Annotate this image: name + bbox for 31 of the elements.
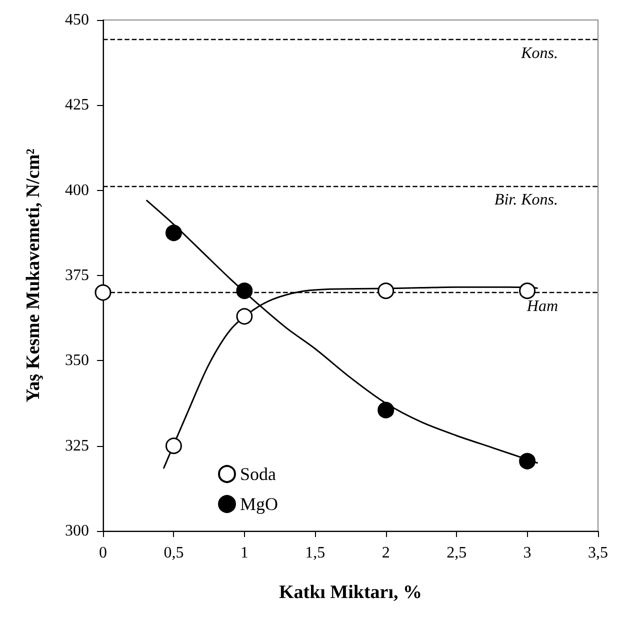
point	[378, 402, 394, 418]
x-tick-label: 3,5	[588, 544, 608, 562]
point	[236, 282, 253, 300]
ref-line-label: Ham	[526, 298, 558, 316]
y-tick-label: 450	[65, 12, 89, 28]
point	[519, 452, 536, 470]
x-tick-label: 0,5	[164, 544, 184, 562]
point	[94, 284, 112, 301]
ref-line-label: Bir. Kons.	[494, 191, 558, 208]
point	[378, 282, 394, 300]
point	[165, 224, 182, 242]
x-tick-label: 3	[523, 544, 532, 562]
legend-label: MgO	[240, 494, 278, 514]
x-tick-label: 2,5	[446, 544, 467, 562]
x-tick-label: 1,5	[305, 544, 326, 562]
point	[519, 282, 536, 300]
y-tick-label: 400	[65, 182, 89, 199]
x-tick-label: 1	[240, 544, 248, 562]
x-tick-label: 0	[99, 544, 107, 562]
y-axis-title: Yaş Kesme Mukavemeti, N/cm²	[23, 148, 44, 402]
point	[236, 308, 253, 325]
x-tick-label: 2	[382, 544, 390, 562]
point	[165, 438, 182, 454]
y-tick-label: 350	[65, 352, 89, 370]
y-tick-label: 375	[65, 267, 89, 284]
y-tick-label: 325	[65, 437, 89, 454]
ref-line-label: Kons.	[520, 44, 558, 62]
y-tick-label: 300	[65, 522, 89, 540]
x-axis-title: Katkı Miktarı, %	[278, 582, 422, 603]
legend-label: Soda	[240, 464, 276, 484]
y-tick-label: 425	[65, 96, 89, 114]
